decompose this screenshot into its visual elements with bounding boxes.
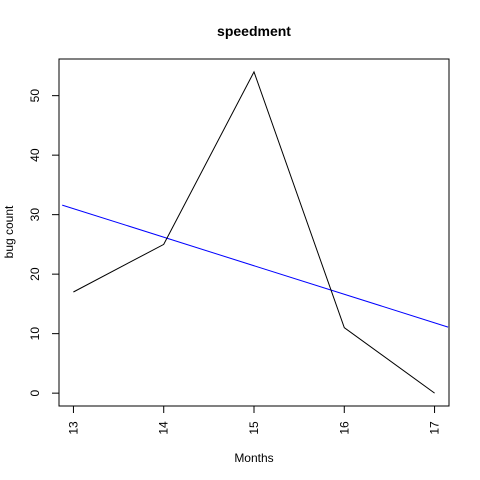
plot-area-border bbox=[58, 58, 450, 407]
y-tick-label: 0 bbox=[28, 389, 42, 396]
y-tick-label: 40 bbox=[28, 148, 42, 162]
trend-line bbox=[62, 204, 449, 328]
series-line bbox=[73, 70, 435, 394]
x-tick-label: 14 bbox=[157, 421, 171, 435]
y-axis-label: bug count bbox=[2, 205, 16, 258]
x-tick-label: 13 bbox=[66, 421, 80, 435]
y-tick-label: 10 bbox=[28, 327, 42, 341]
y-tick-label: 20 bbox=[28, 267, 42, 281]
y-tick-label: 50 bbox=[28, 89, 42, 103]
chart-title: speedment bbox=[217, 23, 291, 39]
x-tick-label: 16 bbox=[337, 421, 351, 435]
x-axis-label: Months bbox=[234, 451, 273, 465]
y-axis: 0 10 20 30 40 50 bbox=[28, 89, 60, 396]
series-group bbox=[73, 70, 435, 394]
y-tick-label: 30 bbox=[28, 208, 42, 222]
x-tick-label: 15 bbox=[247, 421, 261, 435]
x-tick-label: 17 bbox=[428, 421, 442, 435]
trend-line-group bbox=[62, 204, 449, 328]
x-axis: 13 14 15 16 17 bbox=[66, 405, 442, 435]
